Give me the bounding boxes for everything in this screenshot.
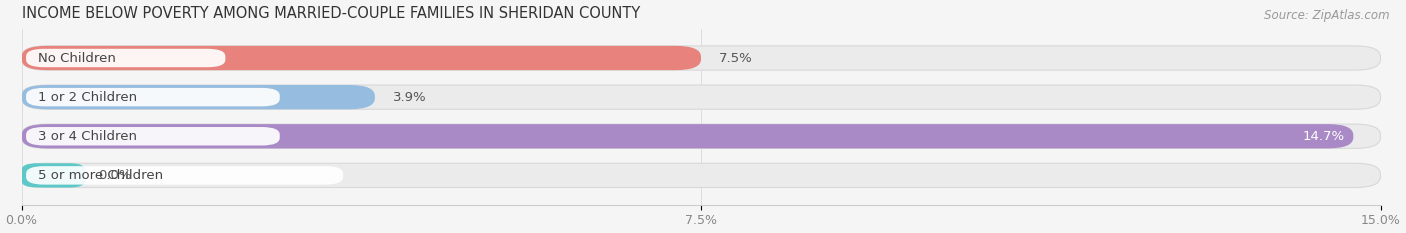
Text: No Children: No Children xyxy=(38,51,115,65)
FancyBboxPatch shape xyxy=(21,85,1381,109)
Text: Source: ZipAtlas.com: Source: ZipAtlas.com xyxy=(1264,9,1389,22)
FancyBboxPatch shape xyxy=(21,46,702,70)
Text: 5 or more Children: 5 or more Children xyxy=(38,169,163,182)
FancyBboxPatch shape xyxy=(27,88,280,106)
Text: 3 or 4 Children: 3 or 4 Children xyxy=(38,130,136,143)
FancyBboxPatch shape xyxy=(21,46,1381,70)
FancyBboxPatch shape xyxy=(21,85,375,109)
FancyBboxPatch shape xyxy=(21,124,1354,148)
Text: 14.7%: 14.7% xyxy=(1302,130,1344,143)
Text: 7.5%: 7.5% xyxy=(718,51,752,65)
FancyBboxPatch shape xyxy=(21,124,1381,148)
Text: 0.0%: 0.0% xyxy=(98,169,132,182)
Text: 3.9%: 3.9% xyxy=(394,91,426,104)
Text: INCOME BELOW POVERTY AMONG MARRIED-COUPLE FAMILIES IN SHERIDAN COUNTY: INCOME BELOW POVERTY AMONG MARRIED-COUPL… xyxy=(21,6,640,21)
Text: 1 or 2 Children: 1 or 2 Children xyxy=(38,91,136,104)
FancyBboxPatch shape xyxy=(27,166,343,185)
FancyBboxPatch shape xyxy=(21,163,1381,188)
FancyBboxPatch shape xyxy=(21,163,84,188)
FancyBboxPatch shape xyxy=(27,127,280,145)
FancyBboxPatch shape xyxy=(27,49,225,67)
